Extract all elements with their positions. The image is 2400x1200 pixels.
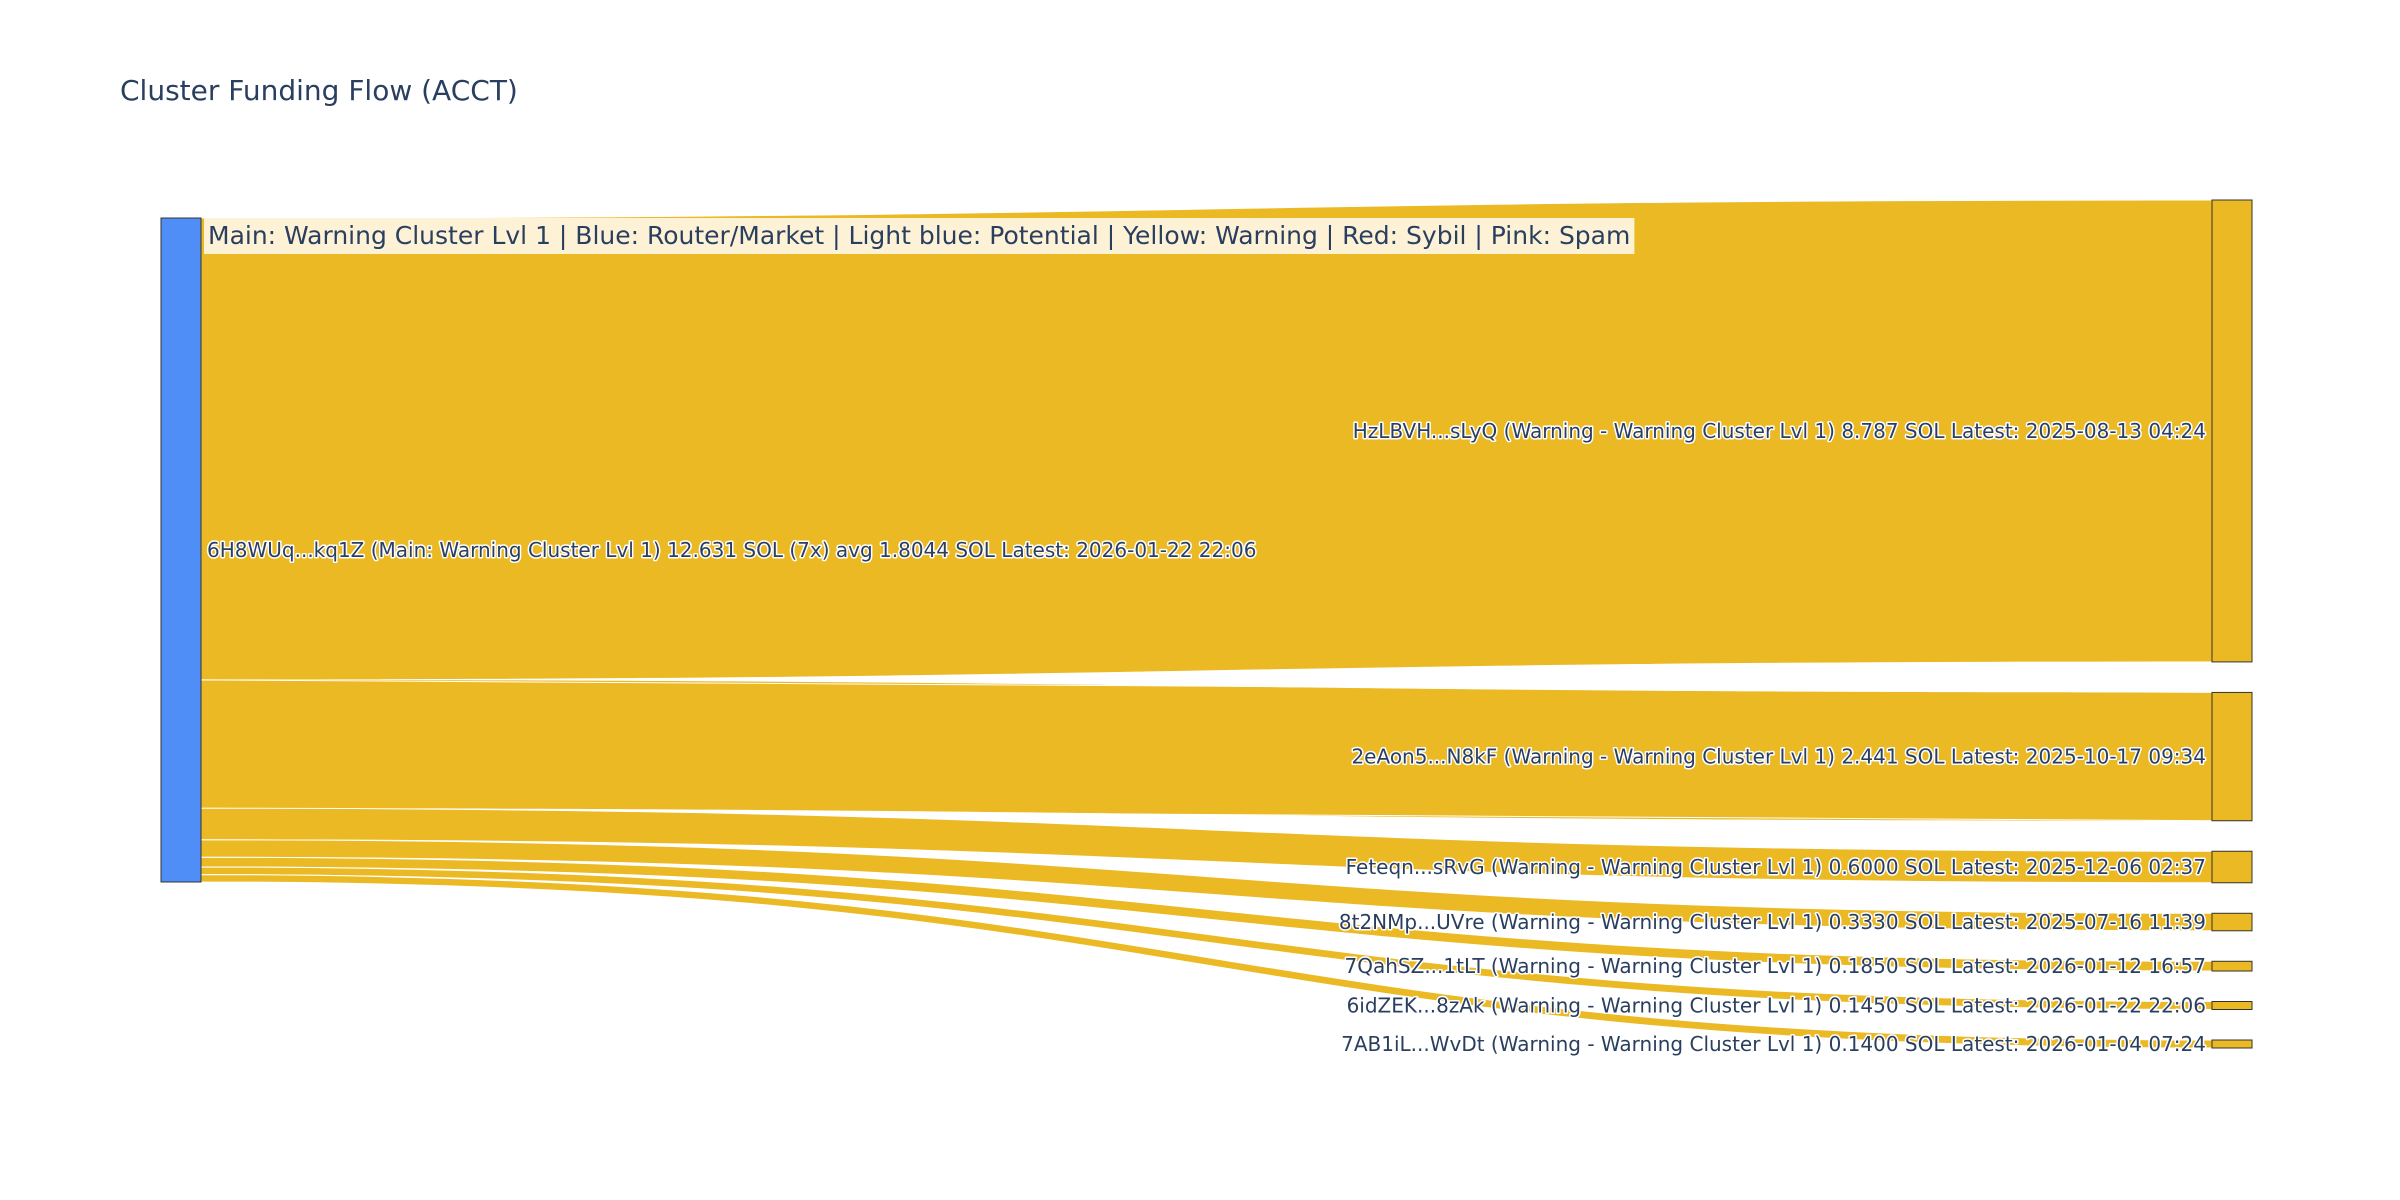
legend-annotation: Main: Warning Cluster Lvl 1 | Blue: Rout… — [208, 221, 1630, 250]
target-node-label: HzLBVH...sLyQ (Warning - Warning Cluster… — [1353, 419, 2206, 443]
target-node-label: 6idZEK...8zAk (Warning - Warning Cluster… — [1347, 994, 2206, 1018]
links-layer — [200, 199, 2213, 1049]
target-node — [2211, 199, 2253, 663]
target-node — [2211, 912, 2253, 932]
target-node-label: Feteqn...sRvG (Warning - Warning Cluster… — [1346, 855, 2206, 879]
target-node — [2211, 960, 2253, 972]
target-node — [2211, 850, 2253, 884]
target-node — [2211, 1001, 2253, 1011]
nodes-layer — [160, 199, 2253, 1049]
source-node — [160, 217, 202, 883]
target-node-label: 7AB1iL...WvDt (Warning - Warning Cluster… — [1341, 1032, 2206, 1056]
source-node-label: 6H8WUq...kq1Z (Main: Warning Cluster Lvl… — [207, 538, 1256, 562]
legend-annotation-background — [204, 218, 1635, 254]
target-node-label: 2eAon5...N8kF (Warning - Warning Cluster… — [1351, 745, 2206, 769]
target-node-label: 7QahSZ...1tLT (Warning - Warning Cluster… — [1345, 954, 2206, 978]
target-node — [2211, 1039, 2253, 1049]
labels-layer: 6H8WUq...kq1Z (Main: Warning Cluster Lvl… — [206, 417, 2208, 1057]
chart-title: Cluster Funding Flow (ACCT) — [120, 74, 518, 107]
target-node — [2211, 691, 2253, 822]
target-node-label: 8t2NMp...UVre (Warning - Warning Cluster… — [1339, 910, 2206, 934]
legend-annotation-group: Main: Warning Cluster Lvl 1 | Blue: Rout… — [204, 218, 1635, 254]
